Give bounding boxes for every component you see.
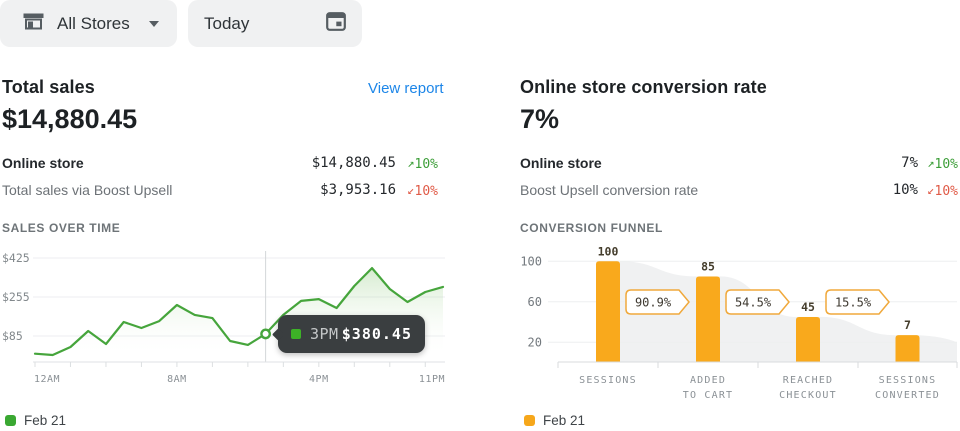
metric-value: $3,953.16 (320, 182, 396, 198)
change-percent: 10% (934, 157, 958, 172)
metric-label: Online store (520, 155, 602, 171)
svg-text:4PM: 4PM (309, 374, 329, 385)
funnel-bar (796, 316, 820, 362)
metric-value: $14,880.45 (311, 155, 396, 171)
date-filter-label: Today (204, 13, 250, 33)
metric-value: 7% (901, 155, 918, 171)
conversion-breakdown: Online store 7% ↗10% Boost Upsell conver… (520, 150, 958, 204)
conversion-funnel-heading: CONVERSION FUNNEL (520, 221, 663, 235)
change-badge: ↗10% (407, 150, 438, 178)
total-sales-breakdown: Online store $14,880.45 ↗10% Total sales… (2, 150, 438, 204)
svg-text:ADDED: ADDED (690, 375, 726, 386)
svg-text:CHECKOUT: CHECKOUT (779, 390, 837, 401)
svg-text:15.5%: 15.5% (835, 296, 872, 310)
trend-arrow-icon: ↗ (407, 156, 415, 170)
sales-over-time-heading: SALES OVER TIME (2, 221, 121, 235)
funnel-legend[interactable]: Feb 21 (524, 413, 585, 428)
total-sales-title: Total sales (2, 77, 95, 97)
legend-label: Feb 21 (543, 413, 586, 428)
tooltip-time: 3PM (310, 325, 339, 343)
svg-text:8AM: 8AM (167, 374, 187, 385)
trend-arrow-icon: ↙ (407, 183, 415, 197)
svg-text:60: 60 (528, 295, 542, 309)
change-badge: ↙10% (927, 177, 958, 205)
legend-swatch-green (5, 415, 16, 426)
svg-text:CONVERTED: CONVERTED (875, 390, 940, 401)
svg-text:54.5%: 54.5% (735, 296, 772, 310)
conversion-rate-badge (625, 289, 690, 315)
funnel-bar (596, 261, 620, 362)
conversion-rate-badge (825, 289, 890, 315)
svg-text:100: 100 (598, 245, 619, 258)
conversion-rate-title: Online store conversion rate (520, 77, 767, 97)
svg-text:SESSIONS: SESSIONS (579, 375, 637, 386)
svg-text:SESSIONS: SESSIONS (879, 375, 937, 386)
conversion-funnel-chart[interactable]: 100 60 20 100 85 45 7 90.9% 54.5% 15.5% SESSIONS AD… (518, 245, 960, 405)
svg-text:$85: $85 (2, 329, 23, 343)
trend-arrow-icon: ↙ (927, 183, 935, 197)
tooltip-value: $380.45 (341, 325, 412, 343)
metric-row: Total sales via Boost Upsell $3,953.16 ↙… (2, 177, 438, 204)
funnel-bar (696, 276, 720, 362)
tooltip-series-swatch (291, 329, 301, 339)
metric-label: Total sales via Boost Upsell (2, 182, 173, 198)
metric-row: Boost Upsell conversion rate 10% ↙10% (520, 177, 958, 204)
store-icon (22, 10, 45, 38)
svg-text:TO CART: TO CART (683, 390, 734, 401)
change-percent: 10% (414, 184, 438, 199)
svg-text:$425: $425 (2, 251, 30, 265)
svg-text:$255: $255 (2, 290, 30, 304)
legend-label: Feb 21 (24, 413, 67, 428)
metric-row: Online store $14,880.45 ↗10% (2, 150, 438, 177)
view-report-link[interactable]: View report (368, 80, 444, 97)
date-filter-button[interactable]: Today (188, 0, 362, 47)
svg-text:12AM: 12AM (34, 374, 60, 385)
conversion-rate-badge (725, 289, 790, 315)
svg-text:85: 85 (701, 259, 715, 273)
metric-value: 10% (892, 182, 918, 198)
hover-point-marker (260, 328, 272, 340)
total-sales-value: $14,880.45 (2, 104, 138, 134)
metric-label: Boost Upsell conversion rate (520, 182, 699, 198)
svg-text:100: 100 (520, 254, 542, 268)
legend-swatch-orange (524, 415, 535, 426)
svg-text:90.9%: 90.9% (635, 296, 672, 310)
change-badge: ↗10% (927, 150, 958, 178)
change-badge: ↙10% (407, 177, 438, 205)
change-percent: 10% (934, 184, 958, 199)
sales-legend[interactable]: Feb 21 (5, 413, 66, 428)
svg-text:11PM: 11PM (419, 374, 445, 385)
conversion-rate-value: 7% (520, 104, 560, 134)
svg-text:45: 45 (801, 300, 815, 314)
change-percent: 10% (414, 157, 438, 172)
svg-text:20: 20 (528, 335, 542, 349)
svg-text:REACHED: REACHED (783, 375, 834, 386)
chevron-down-icon (149, 20, 159, 27)
calendar-icon (324, 9, 348, 38)
trend-arrow-icon: ↗ (927, 156, 935, 170)
metric-label: Online store (2, 155, 84, 171)
store-filter-button[interactable]: All Stores (0, 0, 177, 47)
chart-tooltip: 3PM $380.45 (278, 315, 425, 353)
funnel-bar (895, 335, 920, 362)
store-filter-label: All Stores (57, 13, 130, 33)
svg-text:7: 7 (904, 318, 911, 332)
metric-row: Online store 7% ↗10% (520, 150, 958, 177)
